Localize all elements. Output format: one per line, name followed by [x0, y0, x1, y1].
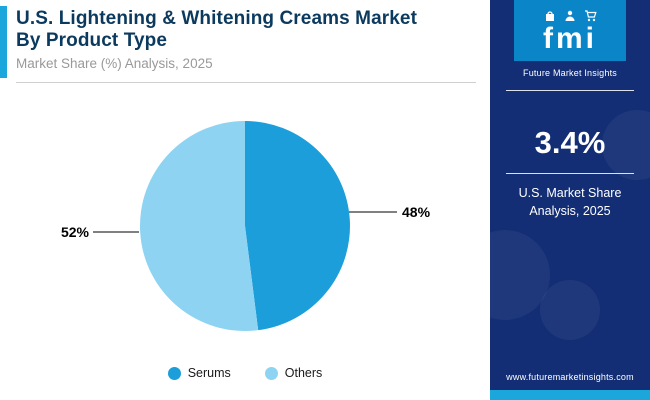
title-accent-bar	[0, 6, 7, 78]
logo-icons	[544, 8, 597, 22]
stat-value: 3.4%	[534, 125, 606, 160]
watermark-shape	[602, 110, 650, 180]
chart-area: U.S. Lightening & Whitening Creams Marke…	[0, 6, 490, 380]
pie-chart-svg: 48% 52%	[61, 120, 431, 331]
pie-label-others: 52%	[61, 224, 90, 240]
watermark-shape	[540, 280, 600, 340]
stat-label: U.S. Market Share Analysis, 2025	[519, 184, 622, 220]
legend-label-serums: Serums	[187, 366, 231, 380]
legend-item-serums: Serums	[167, 366, 231, 380]
legend-swatch-serums	[167, 366, 181, 380]
stat-label-line1: U.S. Market Share	[518, 186, 622, 200]
bottom-accent-bar	[490, 390, 650, 400]
pie-chart: 48% 52%	[0, 86, 490, 362]
legend-item-others: Others	[264, 366, 323, 380]
pie-label-serums: 48%	[402, 204, 431, 220]
title-line1: U.S. Lightening & Whitening Creams Marke…	[16, 8, 418, 29]
header: U.S. Lightening & Whitening Creams Marke…	[16, 8, 478, 71]
sidebar: fmi Future Market Insights 3.4% U.S. Mar…	[490, 0, 650, 400]
page-subtitle: Market Share (%) Analysis, 2025	[16, 56, 213, 72]
logo-text: fmi	[543, 22, 597, 55]
pie-slice-others	[139, 120, 259, 331]
title-line2: By Product Type	[16, 30, 168, 52]
stat-label-line2: Analysis, 2025	[529, 204, 611, 219]
legend-label-others: Others	[284, 366, 323, 380]
legend: Serums Others	[0, 366, 490, 380]
website-url: www.futuremarketinsights.com	[506, 372, 634, 382]
person-icon	[565, 10, 574, 21]
logo-divider	[506, 90, 634, 91]
pie-slice-serums	[245, 121, 350, 331]
header-divider	[16, 82, 476, 83]
page-title: U.S. Lightening & Whitening Creams Marke…	[16, 8, 478, 52]
bag-icon	[545, 11, 554, 21]
sidebar-footer: www.futuremarketinsights.com	[490, 372, 650, 400]
logo-company-name: Future Market Insights	[523, 68, 617, 78]
legend-swatch-others	[264, 366, 278, 380]
cart-icon	[584, 10, 597, 22]
fmi-logo: fmi	[514, 0, 626, 61]
stat-divider	[506, 173, 634, 174]
